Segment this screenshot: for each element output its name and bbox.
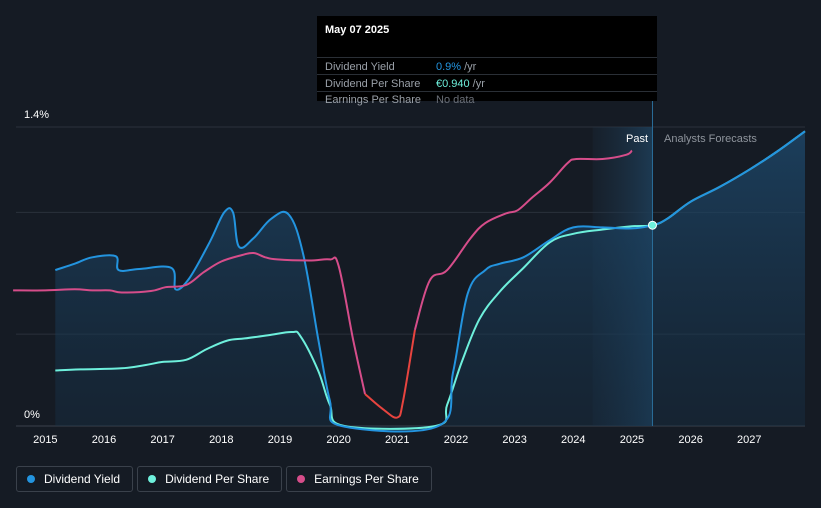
y-tick-label-bottom: 0%	[24, 409, 40, 421]
x-tick-label: 2021	[385, 434, 409, 446]
dividend-yield-area	[55, 131, 806, 432]
x-tick-label: 2017	[150, 434, 174, 446]
legend-label: Dividend Yield	[44, 472, 121, 486]
tooltip-unit: /yr	[464, 61, 477, 73]
x-tick-label: 2023	[502, 434, 526, 446]
legend-label: Dividend Per Share	[165, 472, 270, 486]
analysts-forecasts-label: Analysts Forecasts	[664, 133, 757, 145]
y-tick-label-top: 1.4%	[24, 109, 49, 121]
legend-item-dividend-per-share[interactable]: Dividend Per Share	[137, 466, 283, 492]
legend: Dividend Yield Dividend Per Share Earnin…	[16, 466, 432, 492]
earnings-per-share-segment	[364, 329, 416, 419]
tooltip-row-earnings-per-share: Earnings Per Share No data	[317, 91, 657, 106]
earnings-per-share-dot-icon	[297, 475, 306, 483]
past-label: Past	[626, 133, 648, 145]
tooltip-value-text: 0.9%	[436, 61, 462, 73]
x-axis-ticks: 2015 2016 2017 2018 2019 2020 2021 2022 2023 2024…	[33, 434, 761, 446]
tooltip-date: May 07 2025	[325, 24, 390, 36]
x-tick-label: 2024	[561, 434, 585, 446]
tooltip-value: No data	[436, 94, 475, 106]
tooltip: May 07 2025 Dividend Yield 0.9%/yr Divid…	[317, 16, 657, 106]
tooltip-label: Dividend Yield	[325, 61, 395, 73]
hover-marker	[647, 220, 657, 230]
tooltip-label: Dividend Per Share	[325, 78, 421, 90]
x-tick-label: 2019	[268, 434, 292, 446]
x-tick-label: 2018	[209, 434, 233, 446]
tooltip-row-dividend-yield: Dividend Yield 0.9%/yr	[317, 57, 657, 75]
dividend-yield-dot-icon	[27, 475, 35, 483]
earnings-per-share-segment	[413, 149, 633, 331]
dividend-per-share-dot-icon	[148, 475, 157, 483]
tooltip-unit: /yr	[472, 78, 485, 90]
tooltip-value: 0.9%/yr	[436, 61, 476, 73]
tooltip-value-text: €0.940	[436, 78, 470, 90]
legend-item-earnings-per-share[interactable]: Earnings Per Share	[286, 466, 432, 492]
legend-item-dividend-yield[interactable]: Dividend Yield	[16, 466, 134, 492]
legend-label: Earnings Per Share	[314, 472, 419, 486]
tooltip-row-dividend-per-share: Dividend Per Share €0.940/yr	[317, 74, 657, 92]
x-tick-label: 2025	[620, 434, 644, 446]
earnings-per-share-line	[13, 149, 633, 419]
x-tick-label: 2016	[92, 434, 116, 446]
tooltip-value: €0.940/yr	[436, 78, 485, 90]
earnings-per-share-segment	[13, 251, 366, 395]
x-tick-label: 2022	[444, 434, 468, 446]
x-tick-label: 2020	[326, 434, 350, 446]
x-tick-label: 2026	[678, 434, 702, 446]
x-tick-label: 2027	[737, 434, 761, 446]
x-tick-label: 2015	[33, 434, 57, 446]
tooltip-label: Earnings Per Share	[325, 94, 421, 106]
